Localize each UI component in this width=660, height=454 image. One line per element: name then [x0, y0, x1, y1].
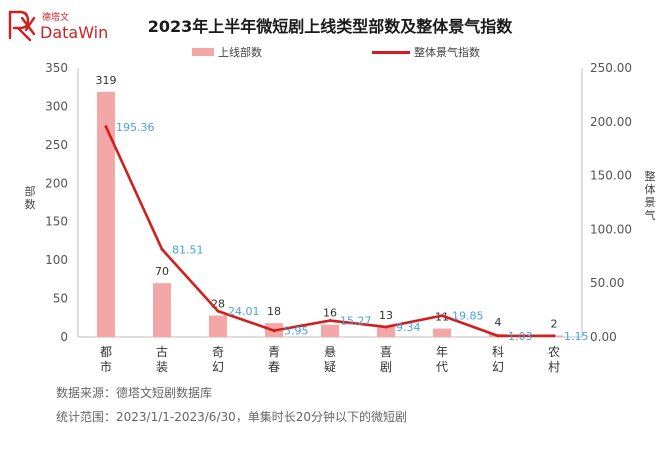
line-point — [104, 125, 108, 129]
y-right-tick-label: 150.00 — [590, 169, 632, 183]
bar-value-label: 4 — [495, 316, 502, 329]
chart-title: 2023年上半年微短剧上线类型部数及整体景气指数 — [147, 17, 513, 36]
y-left-tick-label: 150 — [45, 215, 68, 229]
x-tick-label: 年 — [436, 345, 448, 359]
x-tick-label: 村 — [548, 360, 560, 374]
y-right-axis-title-char: 景 — [645, 196, 656, 209]
legend-label-bar: 上线部数 — [218, 46, 262, 59]
y-left-axis-title-char: 部 — [25, 184, 36, 198]
x-tick-label: 剧 — [380, 360, 392, 374]
line-value-label: 24.01 — [228, 305, 260, 318]
x-tick-label: 青 — [268, 345, 280, 359]
x-tick-label: 都 — [100, 345, 112, 359]
line-value-label: 1.15 — [564, 330, 589, 343]
line-value-label: 195.36 — [116, 121, 155, 134]
footer-source: 数据来源：德塔文短剧数据库 — [56, 386, 213, 400]
y-right-tick-label: 50.00 — [590, 276, 624, 290]
x-tick-label: 古 — [156, 344, 168, 359]
y-right-axis-title-char: 体 — [645, 182, 656, 196]
x-tick-label: 科 — [492, 345, 504, 359]
legend-swatch-line — [372, 50, 410, 54]
bar-value-label: 319 — [96, 74, 117, 87]
y-right-axis-title-char: 整 — [645, 169, 656, 183]
x-tick-label: 代 — [436, 360, 448, 374]
y-left-tick-label: 350 — [45, 61, 68, 75]
y-left-tick-label: 0 — [60, 330, 68, 344]
bar-古装 — [153, 283, 171, 337]
y-right-tick-label: 200.00 — [590, 115, 632, 129]
x-tick-label: 春 — [268, 360, 280, 374]
datawin-logo: 德塔文 DataWin — [8, 10, 108, 42]
x-tick-label: 装 — [156, 360, 168, 374]
logo-mark — [8, 10, 36, 42]
legend-item-bar: 上线部数 — [192, 44, 262, 60]
line-value-label: 5.95 — [284, 325, 309, 338]
line-point — [496, 334, 500, 338]
x-tick-label: 幻 — [492, 360, 504, 374]
logo-brand: DataWin — [40, 23, 108, 42]
x-tick-label: 喜 — [380, 345, 392, 359]
y-left-tick-label: 300 — [45, 99, 68, 113]
legend-label-line: 整体景气指数 — [414, 46, 480, 59]
legend: 上线部数 整体景气指数 — [0, 44, 660, 60]
bar-value-label: 18 — [267, 305, 281, 318]
bar-value-label: 70 — [155, 265, 169, 278]
y-left-tick-label: 50 — [53, 292, 68, 306]
line-point — [160, 247, 164, 251]
y-left-tick-label: 250 — [45, 138, 68, 152]
line-point — [552, 334, 556, 338]
x-tick-label: 奇 — [212, 345, 224, 359]
line-point — [384, 325, 388, 329]
line-point — [440, 314, 444, 318]
x-tick-label: 幻 — [212, 360, 224, 374]
line-series-index — [104, 126, 555, 338]
line-value-label: 1.03 — [508, 330, 533, 343]
bar-奇幻 — [209, 315, 227, 337]
y-right-tick-label: 250.00 — [590, 61, 632, 75]
footer-range: 统计范围：2023/1/1-2023/6/30，单集时长20分钟以下的微短剧 — [56, 410, 408, 424]
legend-swatch-bar — [192, 48, 214, 56]
line-value-label: 15.27 — [340, 315, 372, 328]
y-right-tick-label: 100.00 — [590, 222, 632, 236]
logo-brand-cn: 德塔文 — [42, 11, 69, 23]
line-value-label: 19.85 — [452, 310, 484, 323]
y-left-tick-label: 200 — [45, 176, 68, 190]
legend-item-line: 整体景气指数 — [372, 44, 480, 60]
line-point — [216, 309, 220, 313]
x-tick-label: 市 — [100, 359, 112, 374]
bar-value-label: 2 — [551, 317, 558, 330]
x-tick-label: 疑 — [324, 359, 336, 374]
line-value-label: 9.34 — [396, 321, 421, 334]
y-right-tick-label: 0.00 — [590, 330, 617, 344]
bar-value-label: 13 — [379, 309, 393, 322]
y-left-axis-title-char: 数 — [25, 198, 36, 211]
line-point — [328, 319, 332, 323]
line-point — [272, 329, 276, 333]
line-value-label: 81.51 — [172, 243, 204, 256]
bar-喜剧 — [377, 327, 395, 337]
bar-value-label: 16 — [323, 307, 337, 320]
y-left-tick-label: 100 — [45, 253, 68, 267]
bar-悬疑 — [321, 324, 339, 337]
bar-都市 — [97, 91, 115, 337]
x-tick-label: 农 — [548, 345, 560, 359]
x-tick-label: 悬 — [324, 345, 336, 359]
bar-年代 — [433, 328, 451, 337]
y-right-axis-title-char: 气 — [645, 208, 656, 222]
